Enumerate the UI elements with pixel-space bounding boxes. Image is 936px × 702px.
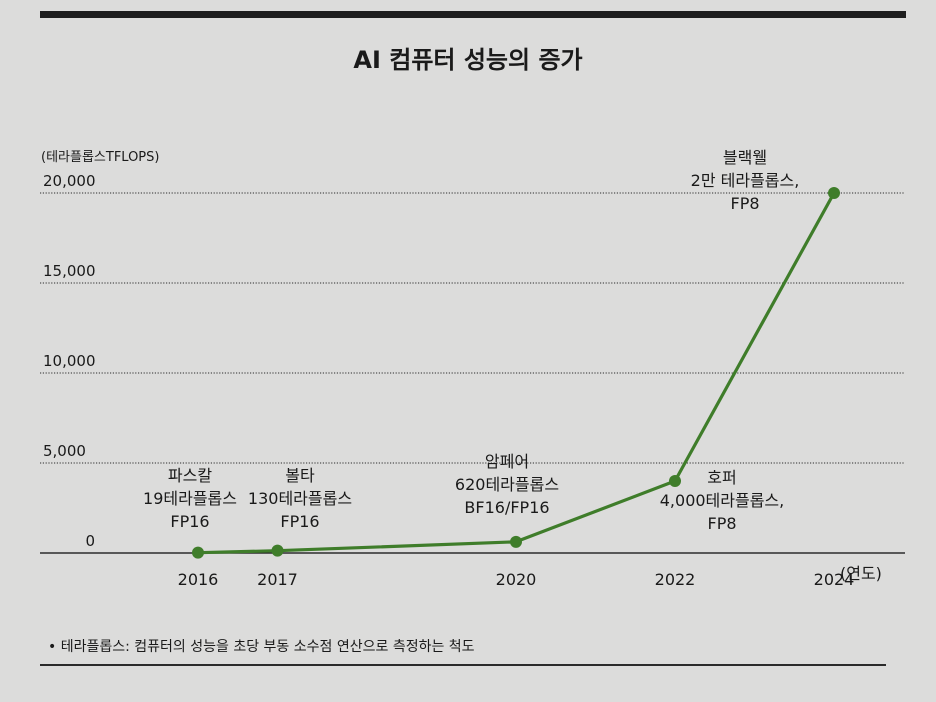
y-tick-label-10000: 10,000 [43, 352, 96, 370]
bottom-rule [40, 664, 886, 666]
point-annotations: 파스칼 19테라플롭스 FP16 볼타 130테라플롭스 FP16 암페어 620테라플롭스 B… [143, 148, 799, 533]
x-tick-label-2017: 2017 [257, 570, 298, 589]
y-tick-labels: 0 5,000 10,000 15,000 20,000 [43, 172, 96, 550]
top-rule [40, 11, 906, 18]
annotation-2020-line-1: 620테라플롭스 [455, 475, 559, 494]
annotation-2024-line-1: 2만 테라플롭스, [691, 171, 800, 190]
y-tick-label-0: 0 [85, 532, 95, 550]
annotation-2020-line-0: 암페어 [485, 452, 529, 471]
data-point-2024 [828, 187, 840, 199]
annotation-2017-line-1: 130테라플롭스 [248, 489, 352, 508]
annotation-2024: 블랙웰 2만 테라플롭스, FP8 [691, 148, 800, 213]
x-tick-label-2022: 2022 [655, 570, 696, 589]
y-tick-label-5000: 5,000 [43, 442, 86, 460]
x-tick-label-2020: 2020 [496, 570, 537, 589]
annotation-2017-line-0: 볼타 [285, 466, 315, 485]
x-tick-labels: 2016 2017 2020 2022 2024 [178, 570, 855, 589]
annotation-2017: 볼타 130테라플롭스 FP16 [248, 466, 352, 531]
data-point-2016 [192, 546, 204, 559]
x-tick-label-2024: 2024 [814, 570, 855, 589]
annotation-2024-line-0: 블랙웰 [723, 148, 767, 167]
annotation-2022-line-2: FP8 [707, 514, 736, 533]
annotation-2016-line-0: 파스칼 [168, 466, 212, 485]
y-tick-label-15000: 15,000 [43, 262, 96, 280]
annotation-2022-line-1: 4,000테라플롭스, [660, 491, 785, 510]
annotation-2016-line-1: 19테라플롭스 [143, 489, 237, 508]
gridlines [40, 192, 905, 554]
x-tick-label-2016: 2016 [178, 570, 219, 589]
x-axis-unit-label: (연도) [840, 564, 882, 583]
annotation-2020: 암페어 620테라플롭스 BF16/FP16 [455, 452, 559, 517]
chart-title: AI 컴퓨터 성능의 증가 [353, 46, 582, 74]
series-line [192, 187, 840, 559]
annotation-2017-line-2: FP16 [280, 512, 319, 531]
annotation-2022-line-0: 호퍼 [707, 468, 736, 487]
annotation-2020-line-2: BF16/FP16 [464, 498, 549, 517]
data-point-2017 [271, 544, 284, 557]
y-axis-unit-label: (테라플롭스TFLOPS) [41, 150, 159, 165]
y-tick-label-20000: 20,000 [43, 172, 96, 190]
annotation-2016: 파스칼 19테라플롭스 FP16 [143, 466, 237, 531]
data-point-2020 [510, 535, 522, 548]
data-point-2022 [669, 475, 681, 487]
annotation-2016-line-2: FP16 [170, 512, 209, 531]
footnote: • 테라플롭스: 컴퓨터의 성능을 초당 부동 소수점 연산으로 측정하는 척도 [48, 639, 475, 655]
annotation-2022: 호퍼 4,000테라플롭스, FP8 [660, 468, 785, 533]
annotation-2024-line-2: FP8 [730, 194, 759, 213]
